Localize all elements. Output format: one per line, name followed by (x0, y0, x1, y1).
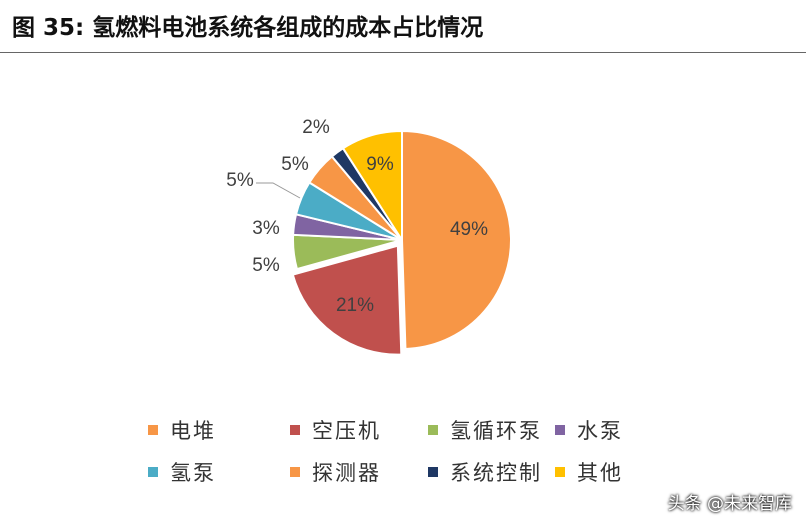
pie-slice-8 (341, 129, 403, 244)
data-label: 21% (336, 295, 374, 316)
watermark: 头条 @未来智库 (667, 494, 792, 514)
label-leader-line (256, 182, 301, 199)
data-label: 2% (302, 117, 330, 138)
data-label: 5% (252, 255, 280, 276)
data-label: 49% (450, 219, 488, 240)
data-label: 5% (281, 154, 309, 175)
data-label: 5% (226, 170, 254, 191)
pie-slice-2 (291, 244, 403, 356)
data-label: 3% (252, 218, 280, 239)
chart-title: 图 35: 氢燃料电池系统各组成的成本占比情况 (12, 15, 484, 41)
pie-slice-1 (401, 129, 512, 350)
data-label: 9% (366, 154, 394, 175)
title-divider (0, 52, 806, 53)
